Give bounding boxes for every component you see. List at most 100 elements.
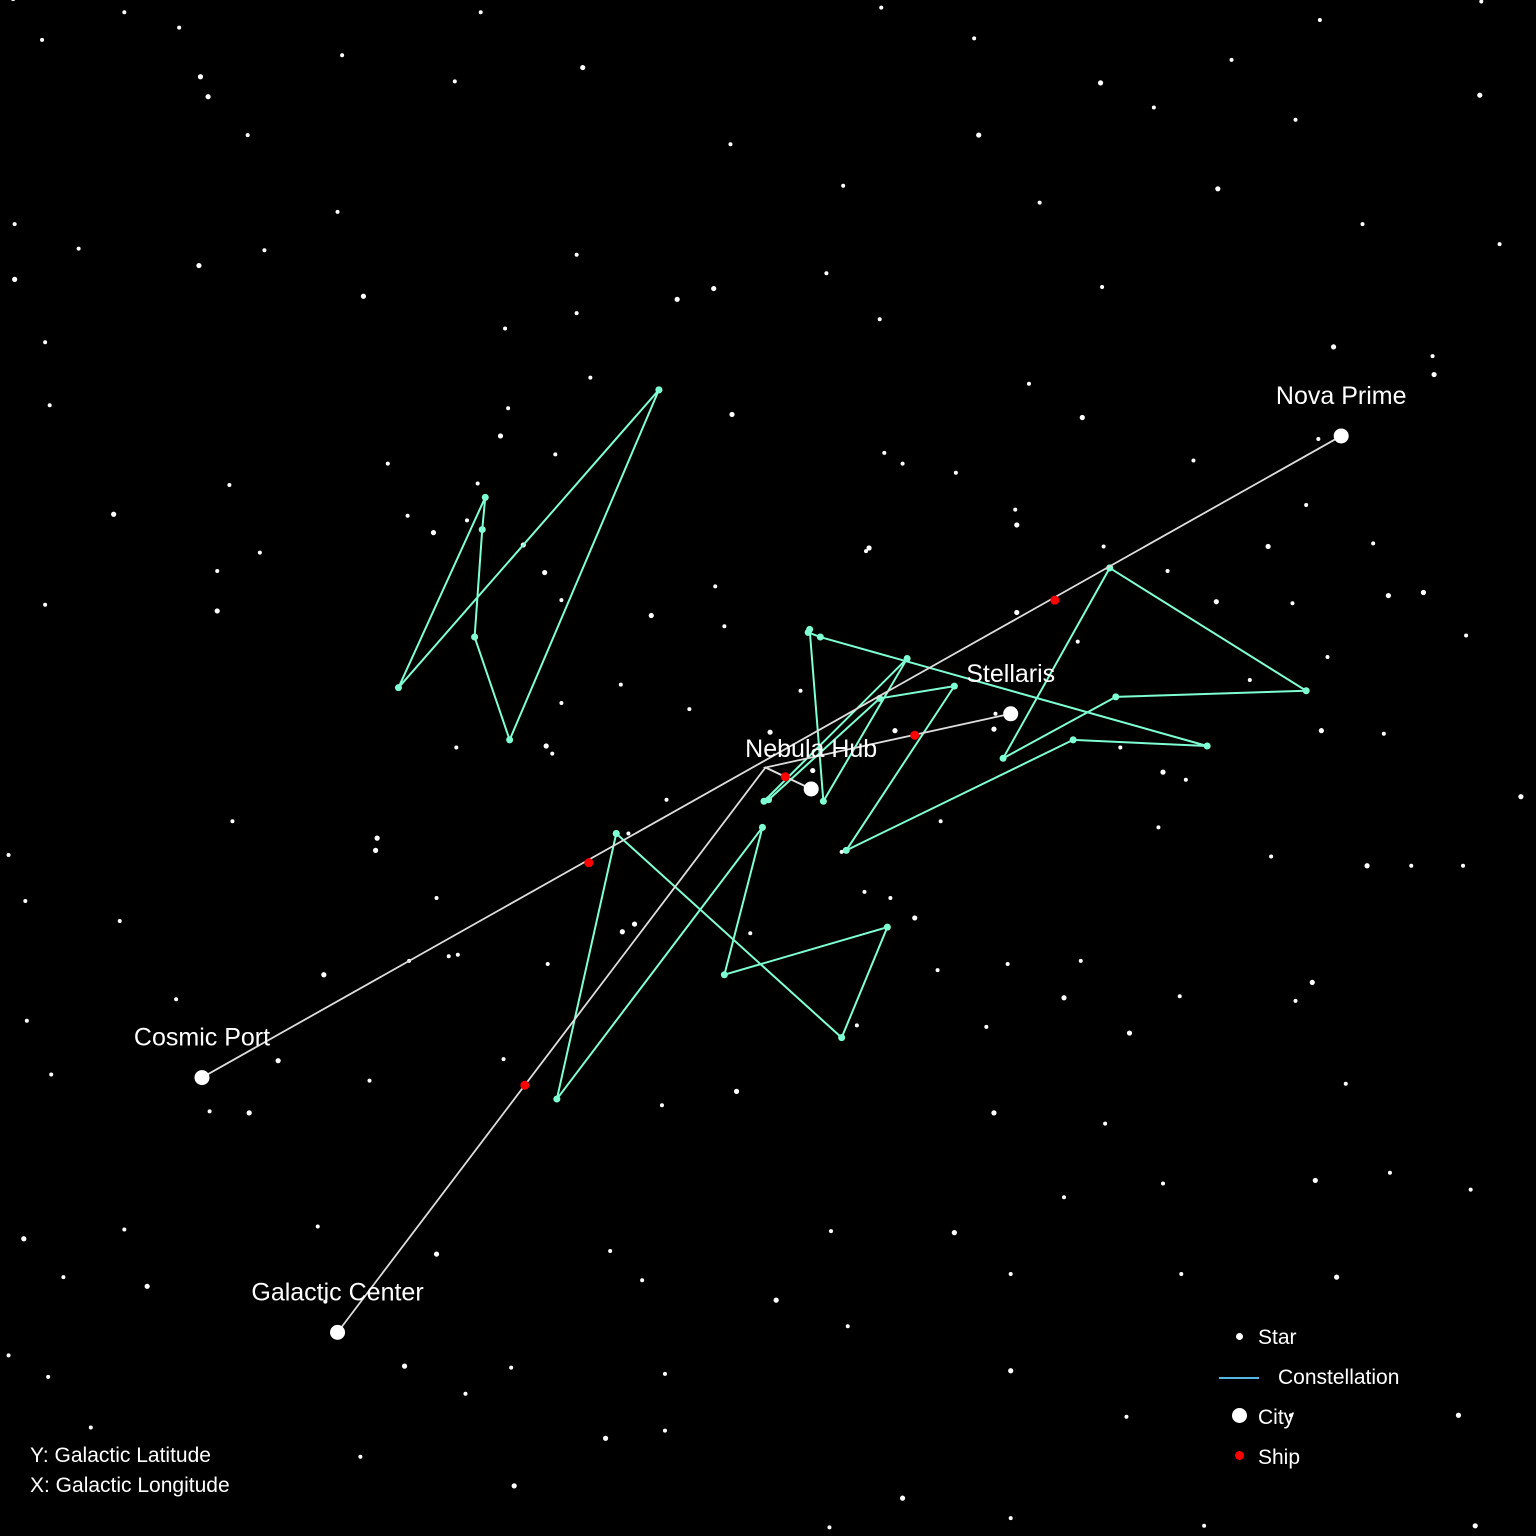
legend-label-ship: Ship bbox=[1258, 1446, 1301, 1469]
star-point bbox=[463, 1391, 468, 1396]
star-point bbox=[478, 10, 483, 15]
star-point bbox=[892, 728, 898, 734]
legend-item-ship: Ship bbox=[1215, 1442, 1435, 1482]
star-point bbox=[503, 326, 508, 331]
star-point bbox=[810, 767, 816, 774]
star-point bbox=[545, 961, 550, 966]
star-point bbox=[748, 931, 753, 936]
x-axis-note: X: Galactic Longitude bbox=[30, 1474, 230, 1497]
star-point bbox=[1461, 863, 1466, 868]
star-point bbox=[631, 921, 638, 927]
star-point bbox=[197, 74, 204, 80]
legend-ship-marker bbox=[1235, 1451, 1244, 1460]
star-point bbox=[608, 1249, 613, 1254]
routes-layer bbox=[201, 435, 1342, 1333]
star-point bbox=[1014, 522, 1020, 528]
star-point bbox=[1293, 117, 1298, 122]
star-point bbox=[214, 608, 220, 614]
star-point bbox=[6, 852, 11, 857]
star-point bbox=[845, 1324, 850, 1329]
constellation-star bbox=[819, 797, 827, 805]
star-point bbox=[360, 293, 367, 299]
constellation-star bbox=[1302, 687, 1310, 695]
city-label-nova-prime: Nova Prime bbox=[1276, 382, 1407, 410]
star-point bbox=[1387, 1170, 1392, 1175]
constellation-star bbox=[506, 736, 514, 744]
star-point bbox=[559, 598, 564, 603]
star-point bbox=[674, 296, 680, 302]
cities-layer: Nova Prime Stellaris Nebula Hub Cosmic Port… bbox=[134, 382, 1407, 1340]
star-point bbox=[111, 511, 117, 517]
star-point bbox=[1381, 731, 1386, 736]
star-point bbox=[1290, 601, 1295, 606]
constellation-star bbox=[1112, 693, 1120, 701]
star-point bbox=[553, 452, 558, 457]
star-point bbox=[245, 133, 250, 138]
star-point bbox=[1371, 541, 1376, 546]
star-point bbox=[401, 1363, 408, 1369]
star-point bbox=[1247, 678, 1252, 683]
star-point bbox=[1477, 92, 1483, 98]
star-point bbox=[1165, 569, 1170, 574]
star-point bbox=[912, 915, 918, 921]
star-point bbox=[1479, 0, 1484, 4]
constellation-star bbox=[481, 493, 489, 501]
star-point bbox=[367, 1078, 372, 1083]
star-point bbox=[935, 968, 940, 973]
legend-item-star: Star bbox=[1215, 1322, 1435, 1362]
star-point bbox=[839, 849, 844, 854]
star-point bbox=[1103, 1121, 1108, 1126]
star-point bbox=[117, 919, 122, 923]
star-point bbox=[1161, 1181, 1166, 1186]
star-point bbox=[61, 1275, 66, 1280]
constellation-star bbox=[999, 754, 1007, 762]
star-point bbox=[972, 36, 977, 41]
star-point bbox=[574, 311, 579, 316]
star-point bbox=[824, 271, 829, 276]
star-point bbox=[144, 1283, 150, 1289]
star-point bbox=[1464, 633, 1469, 638]
star-point bbox=[728, 142, 733, 147]
star-point bbox=[174, 997, 179, 1002]
star-point bbox=[618, 682, 623, 687]
star-point bbox=[1325, 654, 1330, 659]
star-point bbox=[12, 222, 17, 227]
city-marker-stellaris bbox=[1003, 706, 1019, 722]
star-point bbox=[1078, 958, 1083, 963]
star-point bbox=[374, 835, 380, 841]
star-point bbox=[43, 340, 48, 345]
star-point bbox=[640, 1278, 645, 1283]
constellation-line-3 bbox=[767, 631, 1208, 853]
star-point bbox=[434, 895, 439, 900]
legend-constellation-marker bbox=[1219, 1377, 1259, 1379]
star-point bbox=[648, 612, 654, 619]
constellation-star bbox=[758, 823, 766, 831]
star-point bbox=[1318, 728, 1324, 734]
star-point bbox=[1008, 1516, 1013, 1521]
star-point bbox=[1075, 639, 1080, 644]
constellation-star bbox=[471, 633, 479, 641]
star-point bbox=[122, 1227, 127, 1232]
constellation-star bbox=[883, 923, 891, 931]
star-point bbox=[687, 707, 692, 712]
legend-label-city: City bbox=[1258, 1406, 1295, 1429]
legend: Star Constellation City Ship bbox=[1215, 1322, 1435, 1482]
star-point bbox=[882, 450, 887, 455]
star-point bbox=[1334, 1274, 1340, 1280]
star-point bbox=[1497, 242, 1502, 247]
constellation-line-2 bbox=[763, 629, 909, 805]
star-point bbox=[1026, 381, 1031, 386]
legend-label-star: Star bbox=[1258, 1326, 1297, 1349]
star-point bbox=[951, 1230, 957, 1236]
constellation-star bbox=[553, 1095, 561, 1103]
star-point bbox=[866, 545, 872, 551]
ship-marker bbox=[520, 1080, 530, 1090]
star-point bbox=[46, 1374, 51, 1379]
star-point bbox=[993, 711, 998, 716]
star-point bbox=[257, 550, 262, 555]
star-point bbox=[1420, 589, 1427, 596]
star-point bbox=[862, 889, 867, 894]
constellation-star bbox=[816, 633, 824, 641]
star-point bbox=[1288, 1413, 1293, 1418]
route-line-3 bbox=[762, 712, 1011, 790]
